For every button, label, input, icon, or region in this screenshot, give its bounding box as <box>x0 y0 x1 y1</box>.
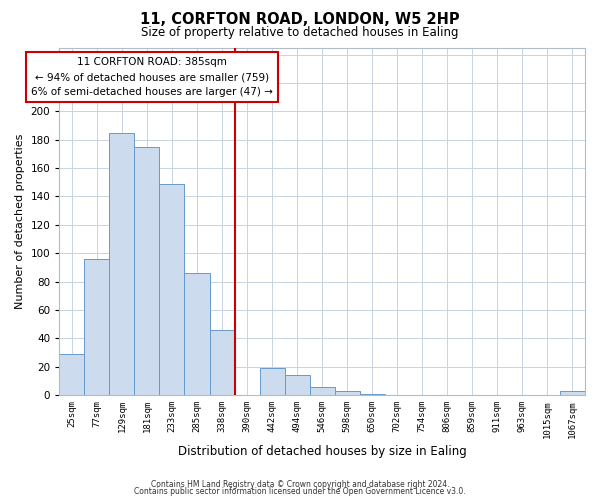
Bar <box>560 391 585 395</box>
Y-axis label: Number of detached properties: Number of detached properties <box>15 134 25 309</box>
Bar <box>260 368 284 395</box>
Bar <box>310 386 335 395</box>
Bar <box>59 354 85 395</box>
Bar <box>209 330 235 395</box>
Bar <box>284 375 310 395</box>
Bar <box>134 147 160 395</box>
Bar <box>184 273 209 395</box>
X-axis label: Distribution of detached houses by size in Ealing: Distribution of detached houses by size … <box>178 444 467 458</box>
Bar <box>85 259 109 395</box>
Text: Contains HM Land Registry data © Crown copyright and database right 2024.: Contains HM Land Registry data © Crown c… <box>151 480 449 489</box>
Text: Contains public sector information licensed under the Open Government Licence v3: Contains public sector information licen… <box>134 488 466 496</box>
Text: 11 CORFTON ROAD: 385sqm
← 94% of detached houses are smaller (759)
6% of semi-de: 11 CORFTON ROAD: 385sqm ← 94% of detache… <box>31 58 273 97</box>
Text: 11, CORFTON ROAD, LONDON, W5 2HP: 11, CORFTON ROAD, LONDON, W5 2HP <box>140 12 460 28</box>
Bar <box>160 184 184 395</box>
Bar <box>360 394 385 395</box>
Bar <box>109 132 134 395</box>
Bar <box>335 391 360 395</box>
Text: Size of property relative to detached houses in Ealing: Size of property relative to detached ho… <box>141 26 459 39</box>
